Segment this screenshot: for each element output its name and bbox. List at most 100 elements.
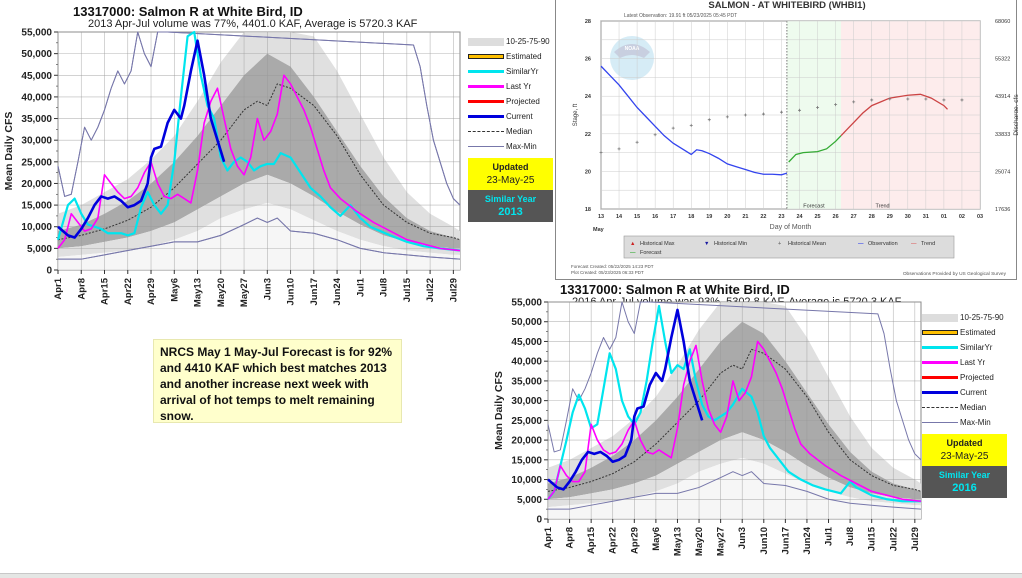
y-tick-label: 28 <box>585 19 591 25</box>
similar-year-value: 2013 <box>498 206 523 218</box>
y-tick-label: 25,000 <box>21 157 52 168</box>
y2-tick-label: 17636 <box>995 207 1010 213</box>
y2-tick-label: 68060 <box>995 19 1010 25</box>
series-max <box>547 301 922 461</box>
series-current <box>57 39 226 239</box>
x-tick-label: 01 <box>941 214 947 220</box>
x-tick-label: Apr29 <box>629 527 640 554</box>
y-axis-label: Mean Daily CFS <box>3 112 15 191</box>
legend-label: SimilarYr <box>960 343 993 352</box>
similar-year-value: 2016 <box>952 482 977 494</box>
updated-label: Updated <box>946 438 983 448</box>
x-tick-label: 27 <box>851 214 857 220</box>
legend-symbol-icon: — <box>630 250 636 256</box>
legend-item: 10-25-75-90 <box>922 310 1007 325</box>
series-median <box>547 348 922 492</box>
historical-mean-point <box>779 110 783 114</box>
legend-symbol-icon: ▼ <box>704 241 709 247</box>
legend-label: Historical Min <box>714 241 747 247</box>
x-tick-label: 16 <box>652 214 658 220</box>
y-tick-label: 20 <box>585 169 591 175</box>
y-tick-label: 55,000 <box>511 298 542 309</box>
bottom-scrollbar[interactable] <box>0 573 1022 578</box>
historical-mean-point <box>653 133 657 137</box>
noaa-logo-icon <box>610 36 654 80</box>
historical-mean-point <box>707 118 711 122</box>
historical-mean-point <box>870 98 874 102</box>
x-tick-label: Apr15 <box>586 526 597 554</box>
legend-swatch <box>922 391 958 394</box>
forecast-note: NRCS May 1 May-Jul Forecast is for 92% a… <box>153 339 402 423</box>
x-tick-label: Jul15 <box>402 277 413 302</box>
latest-observation: Latest Observation: 19.91 ft 05/23/2025 … <box>624 13 737 19</box>
historical-mean-point <box>960 98 964 102</box>
historical-mean-point <box>743 113 747 117</box>
historical-mean-point <box>852 100 856 104</box>
legend-swatch <box>922 422 958 423</box>
legend-swatch <box>922 407 958 408</box>
x-tick-label: 24 <box>796 214 803 220</box>
legend-label: Forecast <box>640 250 662 256</box>
series-min <box>548 471 922 510</box>
x-tick-label: May20 <box>216 278 227 307</box>
historical-mean-point <box>725 115 729 119</box>
x-tick-label: 19 <box>706 214 712 220</box>
x-tick-label: 14 <box>616 214 623 220</box>
historical-mean-point <box>888 97 892 101</box>
historical-mean-point <box>816 105 820 109</box>
x-tick-label: Jun24 <box>802 526 813 554</box>
y-tick-label: 26 <box>585 57 591 63</box>
x-tick-label: Apr15 <box>100 277 111 305</box>
y-axis-label: Stage, ft <box>573 103 579 126</box>
x-tick-label: Jun3 <box>262 278 273 300</box>
legend-label: 10-25-75-90 <box>506 37 550 46</box>
y-tick-label: 35,000 <box>21 114 52 125</box>
legend-item: Estimated <box>922 325 1007 340</box>
legend-swatch <box>468 146 504 147</box>
nws-hydrograph-panel: SALMON - AT WHITEBIRD (WHBI1) Latest Obse… <box>555 0 1018 280</box>
x-tick-label: May13 <box>193 278 204 307</box>
legend-item: Median <box>468 124 553 139</box>
x-tick-label: Jul1 <box>355 277 366 297</box>
x-tick-label: 02 <box>959 214 965 220</box>
y2-axis-label: Discharge, cfs <box>1013 94 1018 136</box>
similar-year-badge: Similar Year 2013 <box>468 190 553 222</box>
left-chart-svg: 0 5,000 10,000 15,000 20,000 25,000 30,000 35,0… <box>3 28 461 307</box>
band-75-90 <box>548 302 921 492</box>
x-tick-label: May27 <box>716 527 727 556</box>
nws-title: SALMON - AT WHITEBIRD (WHBI1) <box>708 0 865 11</box>
x-tick-label: Jul1 <box>824 526 835 546</box>
series-observation <box>600 65 788 176</box>
x-tick-label: May6 <box>651 527 662 551</box>
updated-date: 23-May-25 <box>486 175 535 186</box>
series-last-yr <box>547 340 922 503</box>
legend-label: Current <box>506 112 533 121</box>
y2-tick-label: 43914 <box>995 94 1010 100</box>
x-tick-label: Jul15 <box>867 526 878 551</box>
band-10-25 <box>548 432 921 508</box>
legend-symbol-icon: — <box>858 241 864 247</box>
chart-legend: 10-25-75-90 Estimated SimilarYr Last Yr Proj… <box>468 34 553 222</box>
y-tick-label: 30,000 <box>511 396 542 407</box>
y-tick-label: 10,000 <box>511 475 542 486</box>
legend-label: Observation <box>868 241 898 247</box>
legend-label: Historical Max <box>640 241 675 247</box>
y2-tick-label: 55322 <box>995 57 1010 63</box>
y-tick-label: 50,000 <box>21 49 52 60</box>
x-tick-label: Apr8 <box>76 278 87 300</box>
noaa-logo-label: NOAA <box>625 46 640 52</box>
x-tick-label: Apr22 <box>608 527 619 554</box>
nws-hydrograph-svg: SALMON - AT WHITEBIRD (WHBI1) Latest Obse… <box>571 0 1018 277</box>
legend-swatch <box>468 100 504 103</box>
similar-year-label: Similar Year <box>484 194 537 204</box>
legend-swatch <box>468 115 504 118</box>
x-tick-label: 26 <box>833 214 839 220</box>
y-tick-label: 50,000 <box>511 317 542 328</box>
band-25-75 <box>58 53 460 249</box>
x-tick-label: Jul22 <box>425 278 436 302</box>
x-tick-label: Jun24 <box>332 277 343 305</box>
historical-mean-point <box>671 126 675 130</box>
legend-label: Historical Mean <box>788 241 826 247</box>
legend-symbol-icon: ▲ <box>630 241 635 247</box>
x-tick-label: Jul29 <box>448 278 459 302</box>
